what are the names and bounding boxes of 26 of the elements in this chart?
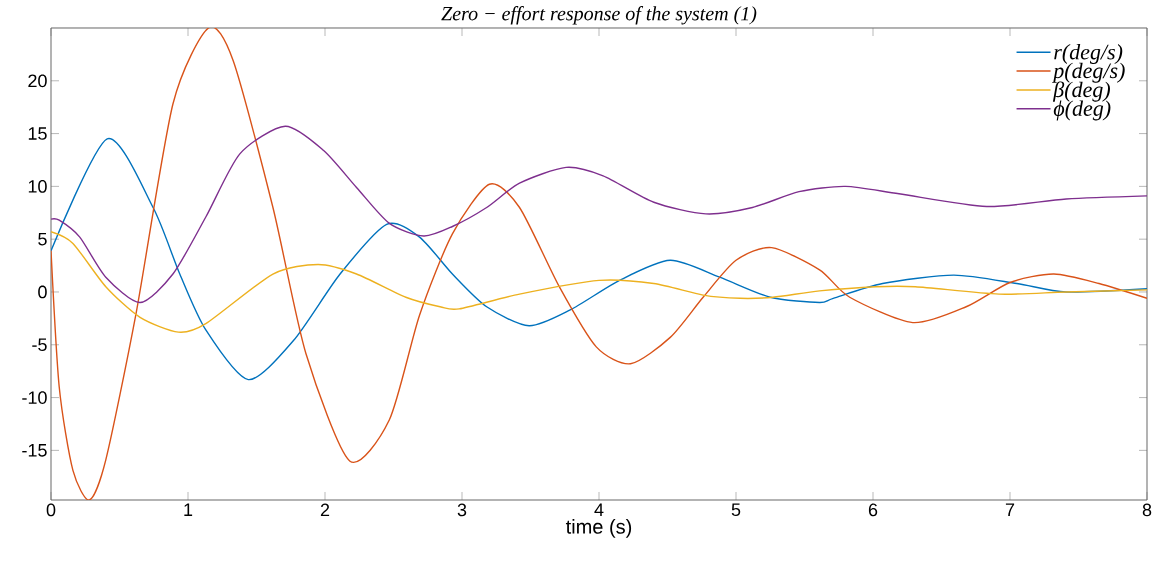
legend-label: p(deg/s) xyxy=(1051,62,1125,83)
y-tick-label: -5 xyxy=(32,338,47,352)
y-tick-label: 15 xyxy=(28,127,47,140)
x-tick-label: 4 xyxy=(594,503,604,516)
legend-label: ϕ(deg) xyxy=(1053,100,1111,121)
legend-label: r(deg/s) xyxy=(1054,43,1123,64)
x-tick-label: 3 xyxy=(457,503,467,517)
x-tick-label: 1 xyxy=(184,503,193,516)
line-series xyxy=(51,138,1147,381)
chart-title: Zero − effort response of the system (1) xyxy=(441,6,757,25)
y-tick-label: 0 xyxy=(38,285,47,299)
x-tick-label: 2 xyxy=(320,503,330,517)
x-tick-label: 5 xyxy=(731,503,741,517)
x-tick-label: 7 xyxy=(1005,503,1015,516)
legend-label: β(deg) xyxy=(1052,81,1110,102)
y-tick-label: -15 xyxy=(22,444,47,457)
y-tick-label: 10 xyxy=(28,180,47,193)
y-tick-label: -10 xyxy=(22,391,47,404)
x-tick-label: 6 xyxy=(868,503,878,517)
x-tick-label: 8 xyxy=(1142,503,1152,517)
y-tick-label: 20 xyxy=(28,74,47,88)
line-series xyxy=(51,125,1147,304)
line-series xyxy=(51,27,1147,500)
line-series xyxy=(51,231,1147,333)
x-axis-title: time (s) xyxy=(565,519,632,538)
y-tick-label: 5 xyxy=(38,232,47,246)
